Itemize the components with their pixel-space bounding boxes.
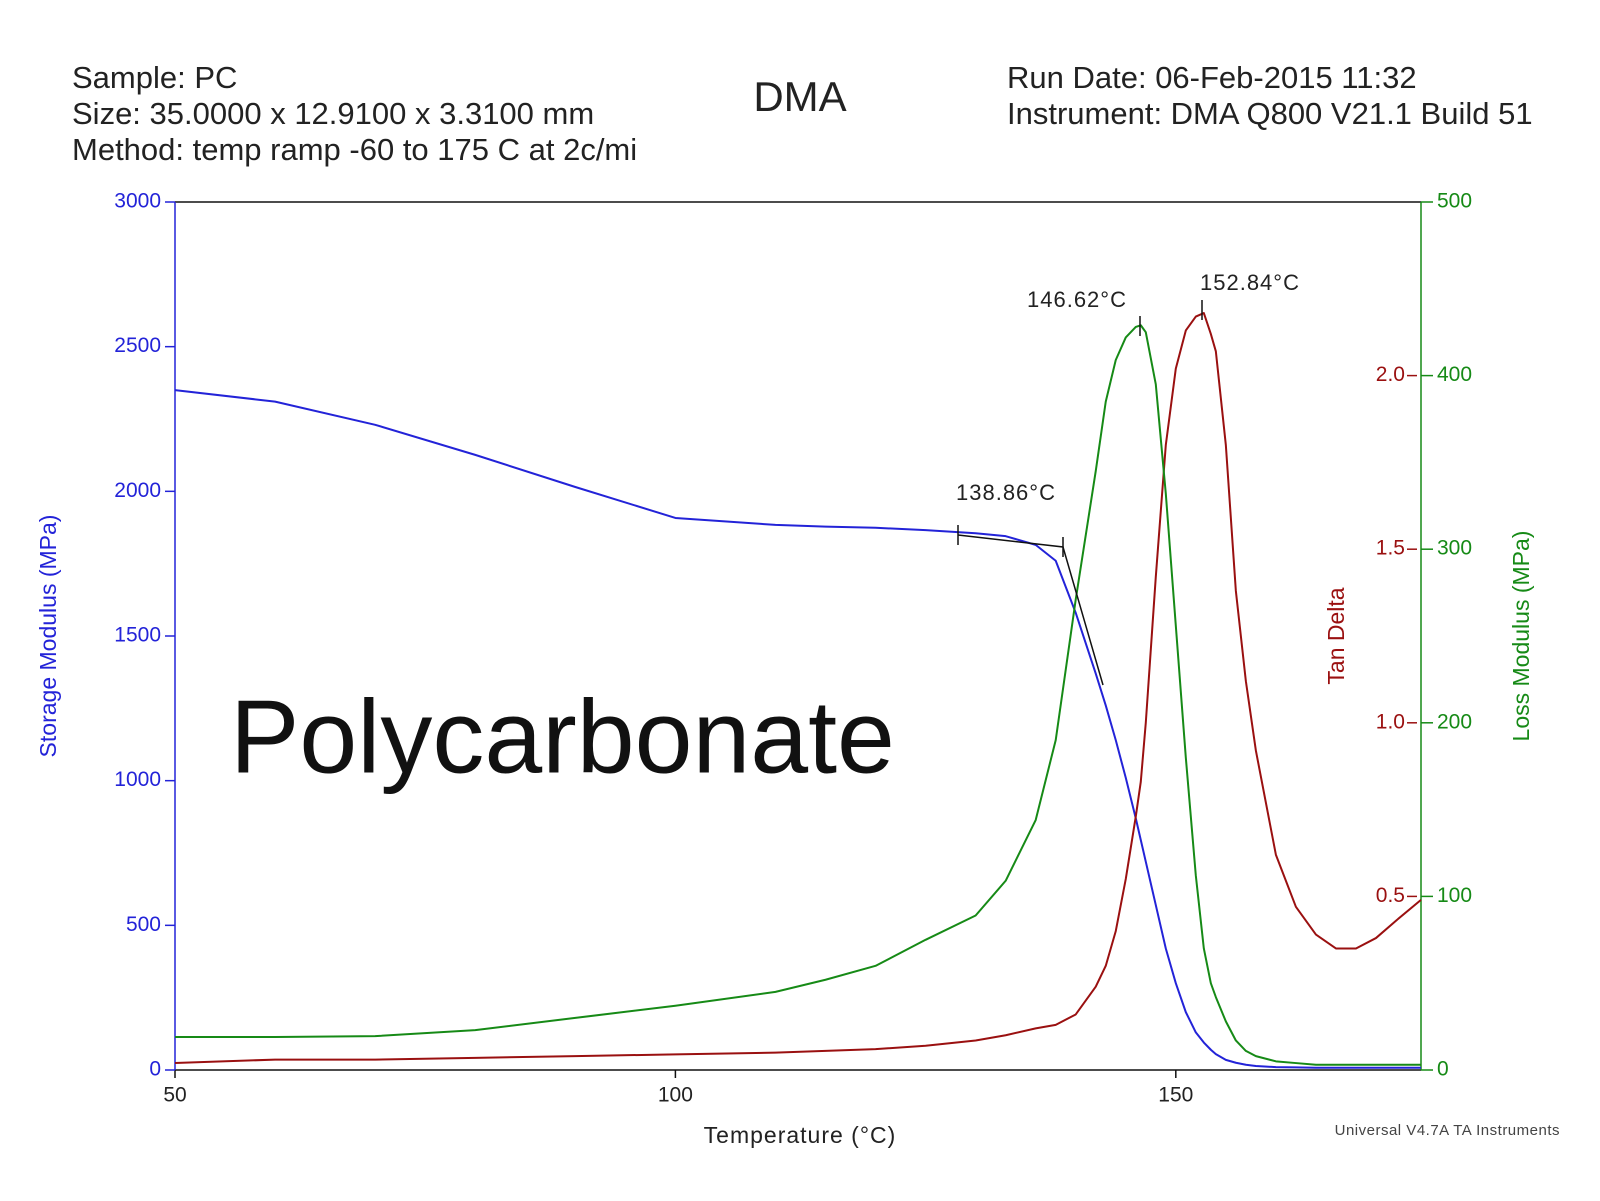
annotation: 138.86°C [956,480,1056,505]
header-line: Size: 35.0000 x 12.9100 x 3.3100 mm [72,96,594,131]
x-tick-label: 100 [658,1084,693,1107]
y3-tick-label: 0 [1437,1058,1449,1081]
y3-axis-label: Loss Modulus (MPa) [1508,531,1534,742]
series-line [174,389,1421,1069]
x-tick-label: 50 [163,1084,186,1107]
y-tick-label: 3000 [114,190,161,213]
x-axis-label: Temperature (°C) [704,1122,897,1148]
y2-tick-label: 1.5 [1376,537,1405,560]
header-line: Run Date: 06-Feb-2015 11:32 [1007,60,1417,95]
y3-tick-label: 400 [1437,363,1472,386]
header-line: Method: temp ramp -60 to 175 C at 2c/mi [72,132,637,167]
y3-tick-label: 500 [1437,190,1472,213]
series-layer [174,312,1422,1069]
x-tick-label: 150 [1158,1084,1193,1107]
y2-axis-label: Tan Delta [1323,587,1349,684]
series-line [174,312,1422,1065]
y3-tick-label: 300 [1437,537,1472,560]
overlay-label: Polycarbonate [230,679,895,795]
header-line: Instrument: DMA Q800 V21.1 Build 51 [1007,96,1533,131]
y-tick-label: 2000 [114,479,161,502]
annotation: 146.62°C [1027,287,1127,312]
y3-tick-label: 100 [1437,884,1472,907]
annotation: 152.84°C [1200,270,1300,295]
series-line [175,324,1421,1066]
y2-tick-label: 1.0 [1376,710,1405,733]
y-tick-label: 2500 [114,334,161,357]
header-line: Sample: PC [72,60,237,95]
y-tick-label: 500 [126,913,161,936]
y-axis-label: Storage Modulus (MPa) [35,515,61,758]
y2-tick-label: 0.5 [1376,884,1405,907]
y-tick-label: 1000 [114,768,161,791]
chart-title: DMA [753,73,846,120]
y-tick-label: 0 [149,1058,161,1081]
footer: Universal V4.7A TA Instruments [1335,1122,1560,1139]
y-tick-label: 1500 [114,624,161,647]
onset-tangent [957,534,1104,686]
y2-tick-label: 2.0 [1376,363,1405,386]
y3-tick-label: 200 [1437,710,1472,733]
